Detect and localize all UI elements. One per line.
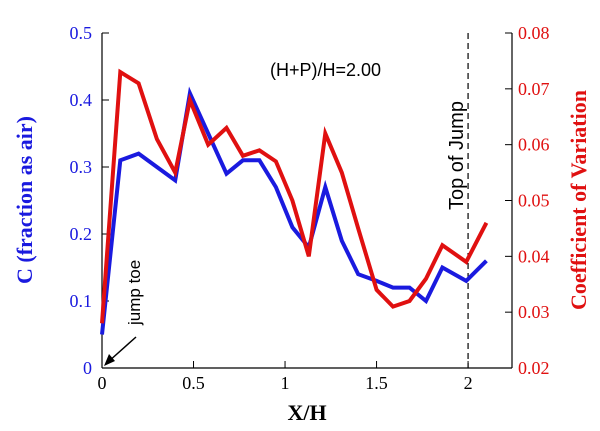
jump-toe-label: jump toe [125, 260, 144, 326]
y2-axis-label: Coefficient of Variation [566, 90, 591, 310]
y-tick-label: 0.1 [70, 291, 93, 311]
y2-tick-label: 0.08 [518, 23, 550, 43]
y-tick-label: 0.3 [70, 157, 93, 177]
y-axis-label: C (fraction as air) [12, 116, 37, 284]
x-tick-label: 1 [281, 373, 290, 393]
ticks: 0 0.5 1 1.5 2 0 0.1 0.2 0.3 0.4 0.5 0.02 0.03 0.04 0.0… [70, 23, 550, 393]
x-tick-label: 0.5 [182, 373, 205, 393]
top-of-jump-label: Top of Jump [446, 101, 468, 210]
x-axis-label: X/H [287, 400, 326, 425]
y2-tick-label: 0.04 [518, 246, 550, 266]
x-tick-label: 2 [464, 373, 473, 393]
x-tick-label: 1.5 [365, 373, 388, 393]
y-tick-label: 0 [83, 358, 92, 378]
x-tick-label: 0 [98, 373, 107, 393]
y2-tick-label: 0.03 [518, 302, 550, 322]
y2-tick-label: 0.06 [518, 135, 550, 155]
y2-tick-label: 0.07 [518, 79, 550, 99]
series-line-cv [100, 68, 489, 324]
y-tick-label: 0.4 [70, 90, 93, 110]
y2-tick-label: 0.05 [518, 191, 550, 211]
annotation-label: (H+P)/H=2.00 [270, 60, 381, 80]
series-lines [100, 68, 489, 335]
y2-tick-label: 0.02 [518, 358, 550, 378]
jump-toe-arrow [104, 336, 137, 366]
y-tick-label: 0.5 [70, 23, 93, 43]
series-line-c [100, 86, 488, 335]
y-tick-label: 0.2 [70, 224, 93, 244]
